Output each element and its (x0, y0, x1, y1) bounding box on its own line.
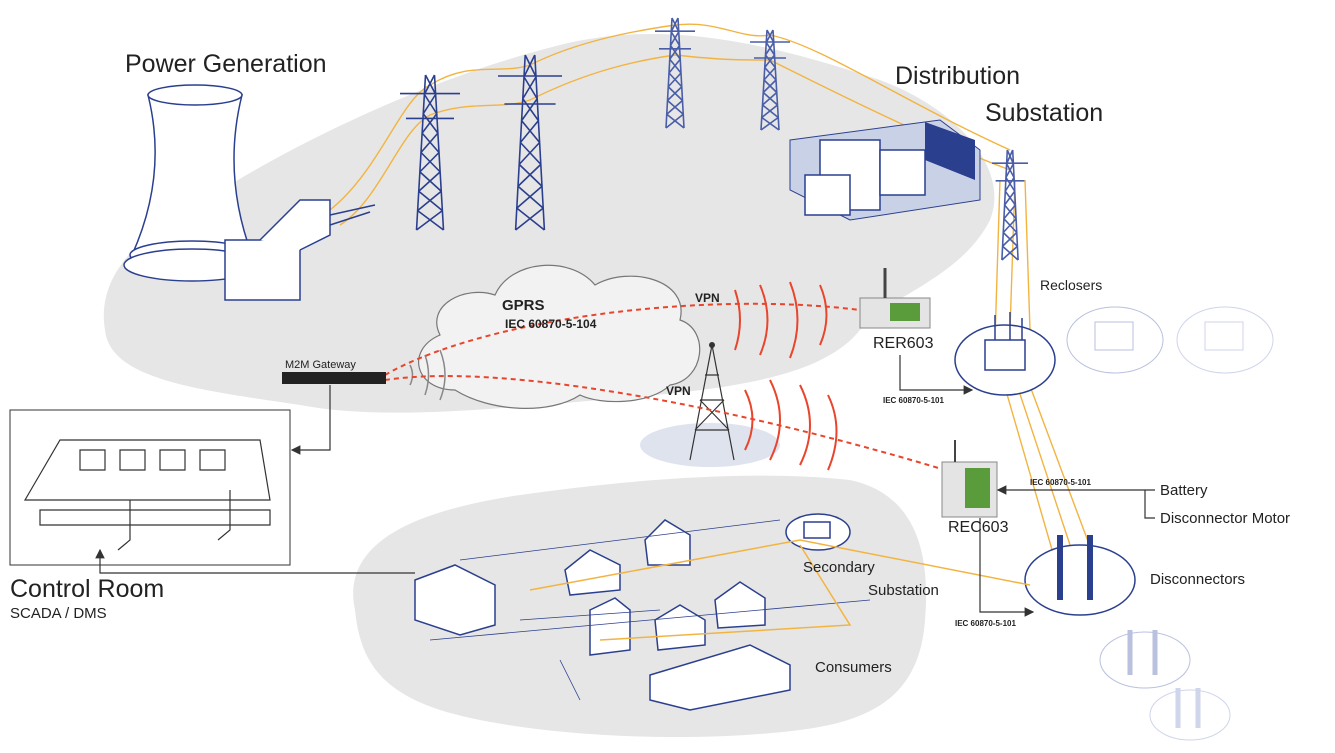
secondary-label: Secondary (803, 559, 875, 576)
protocol-label: IEC 60870-5-101 (955, 619, 1016, 628)
antenna-tower-part (709, 342, 715, 348)
cooling-tower-part (148, 85, 242, 105)
disconnectors-part (1025, 545, 1135, 615)
distribution-substation-part (880, 150, 925, 195)
battery-label: Battery (1160, 482, 1208, 499)
rer603-label: RER603 (873, 335, 934, 352)
substation-label: Substation (985, 99, 1103, 127)
consumers-label: Consumers (815, 659, 892, 676)
power-generation-label: Power Generation (125, 50, 327, 78)
rec603-device-part (965, 468, 990, 508)
rec603-label: REC603 (948, 519, 1009, 536)
disconnectors-part (1100, 632, 1190, 688)
protocol-label: IEC 60870-5-101 (883, 396, 944, 405)
distribution-substation-part (805, 175, 850, 215)
protocol-label: IEC 60870-5-101 (1030, 478, 1091, 487)
connectors-part (1145, 490, 1155, 518)
distribution-label: Distribution (895, 62, 1020, 90)
cooling-tower-part (225, 240, 300, 300)
power-lines-part (995, 180, 1030, 340)
reclosers-label: Reclosers (1040, 277, 1102, 293)
disconnectors (1025, 535, 1230, 740)
substation-label: Substation (868, 582, 939, 599)
gprs-label: GPRS (502, 297, 545, 314)
m2m-gateway (282, 372, 386, 384)
reclosers-part (985, 340, 1025, 370)
motor-label: Disconnector Motor (1160, 510, 1290, 527)
disconnectors-part (1150, 690, 1230, 740)
reclosers-part (1205, 322, 1243, 350)
control-room-label: Control Room (10, 575, 164, 603)
control-room (10, 410, 290, 565)
disconnectors-label: Disconnectors (1150, 571, 1245, 588)
rec603-device (942, 440, 997, 517)
gateway-label: M2M Gateway (285, 359, 356, 371)
vpn-label: VPN (695, 291, 720, 305)
network-diagram: Power Generation Distribution Substation… (0, 0, 1335, 753)
reclosers-part (1095, 322, 1133, 350)
scada-label: SCADA / DMS (10, 605, 107, 622)
secondary-substation-part (804, 522, 830, 538)
secondary-substation (786, 514, 850, 550)
consumer-buildings-part (590, 598, 630, 655)
reclosers (955, 307, 1273, 395)
gprs-protocol: IEC 60870-5-104 (505, 317, 597, 331)
control-room-part (10, 410, 290, 565)
vpn-label: VPN (666, 384, 691, 398)
power-lines-part (1000, 370, 1095, 560)
cooling-tower-part (132, 95, 252, 255)
rer603-device-part (890, 303, 920, 321)
m2m-gateway-part (282, 372, 386, 384)
